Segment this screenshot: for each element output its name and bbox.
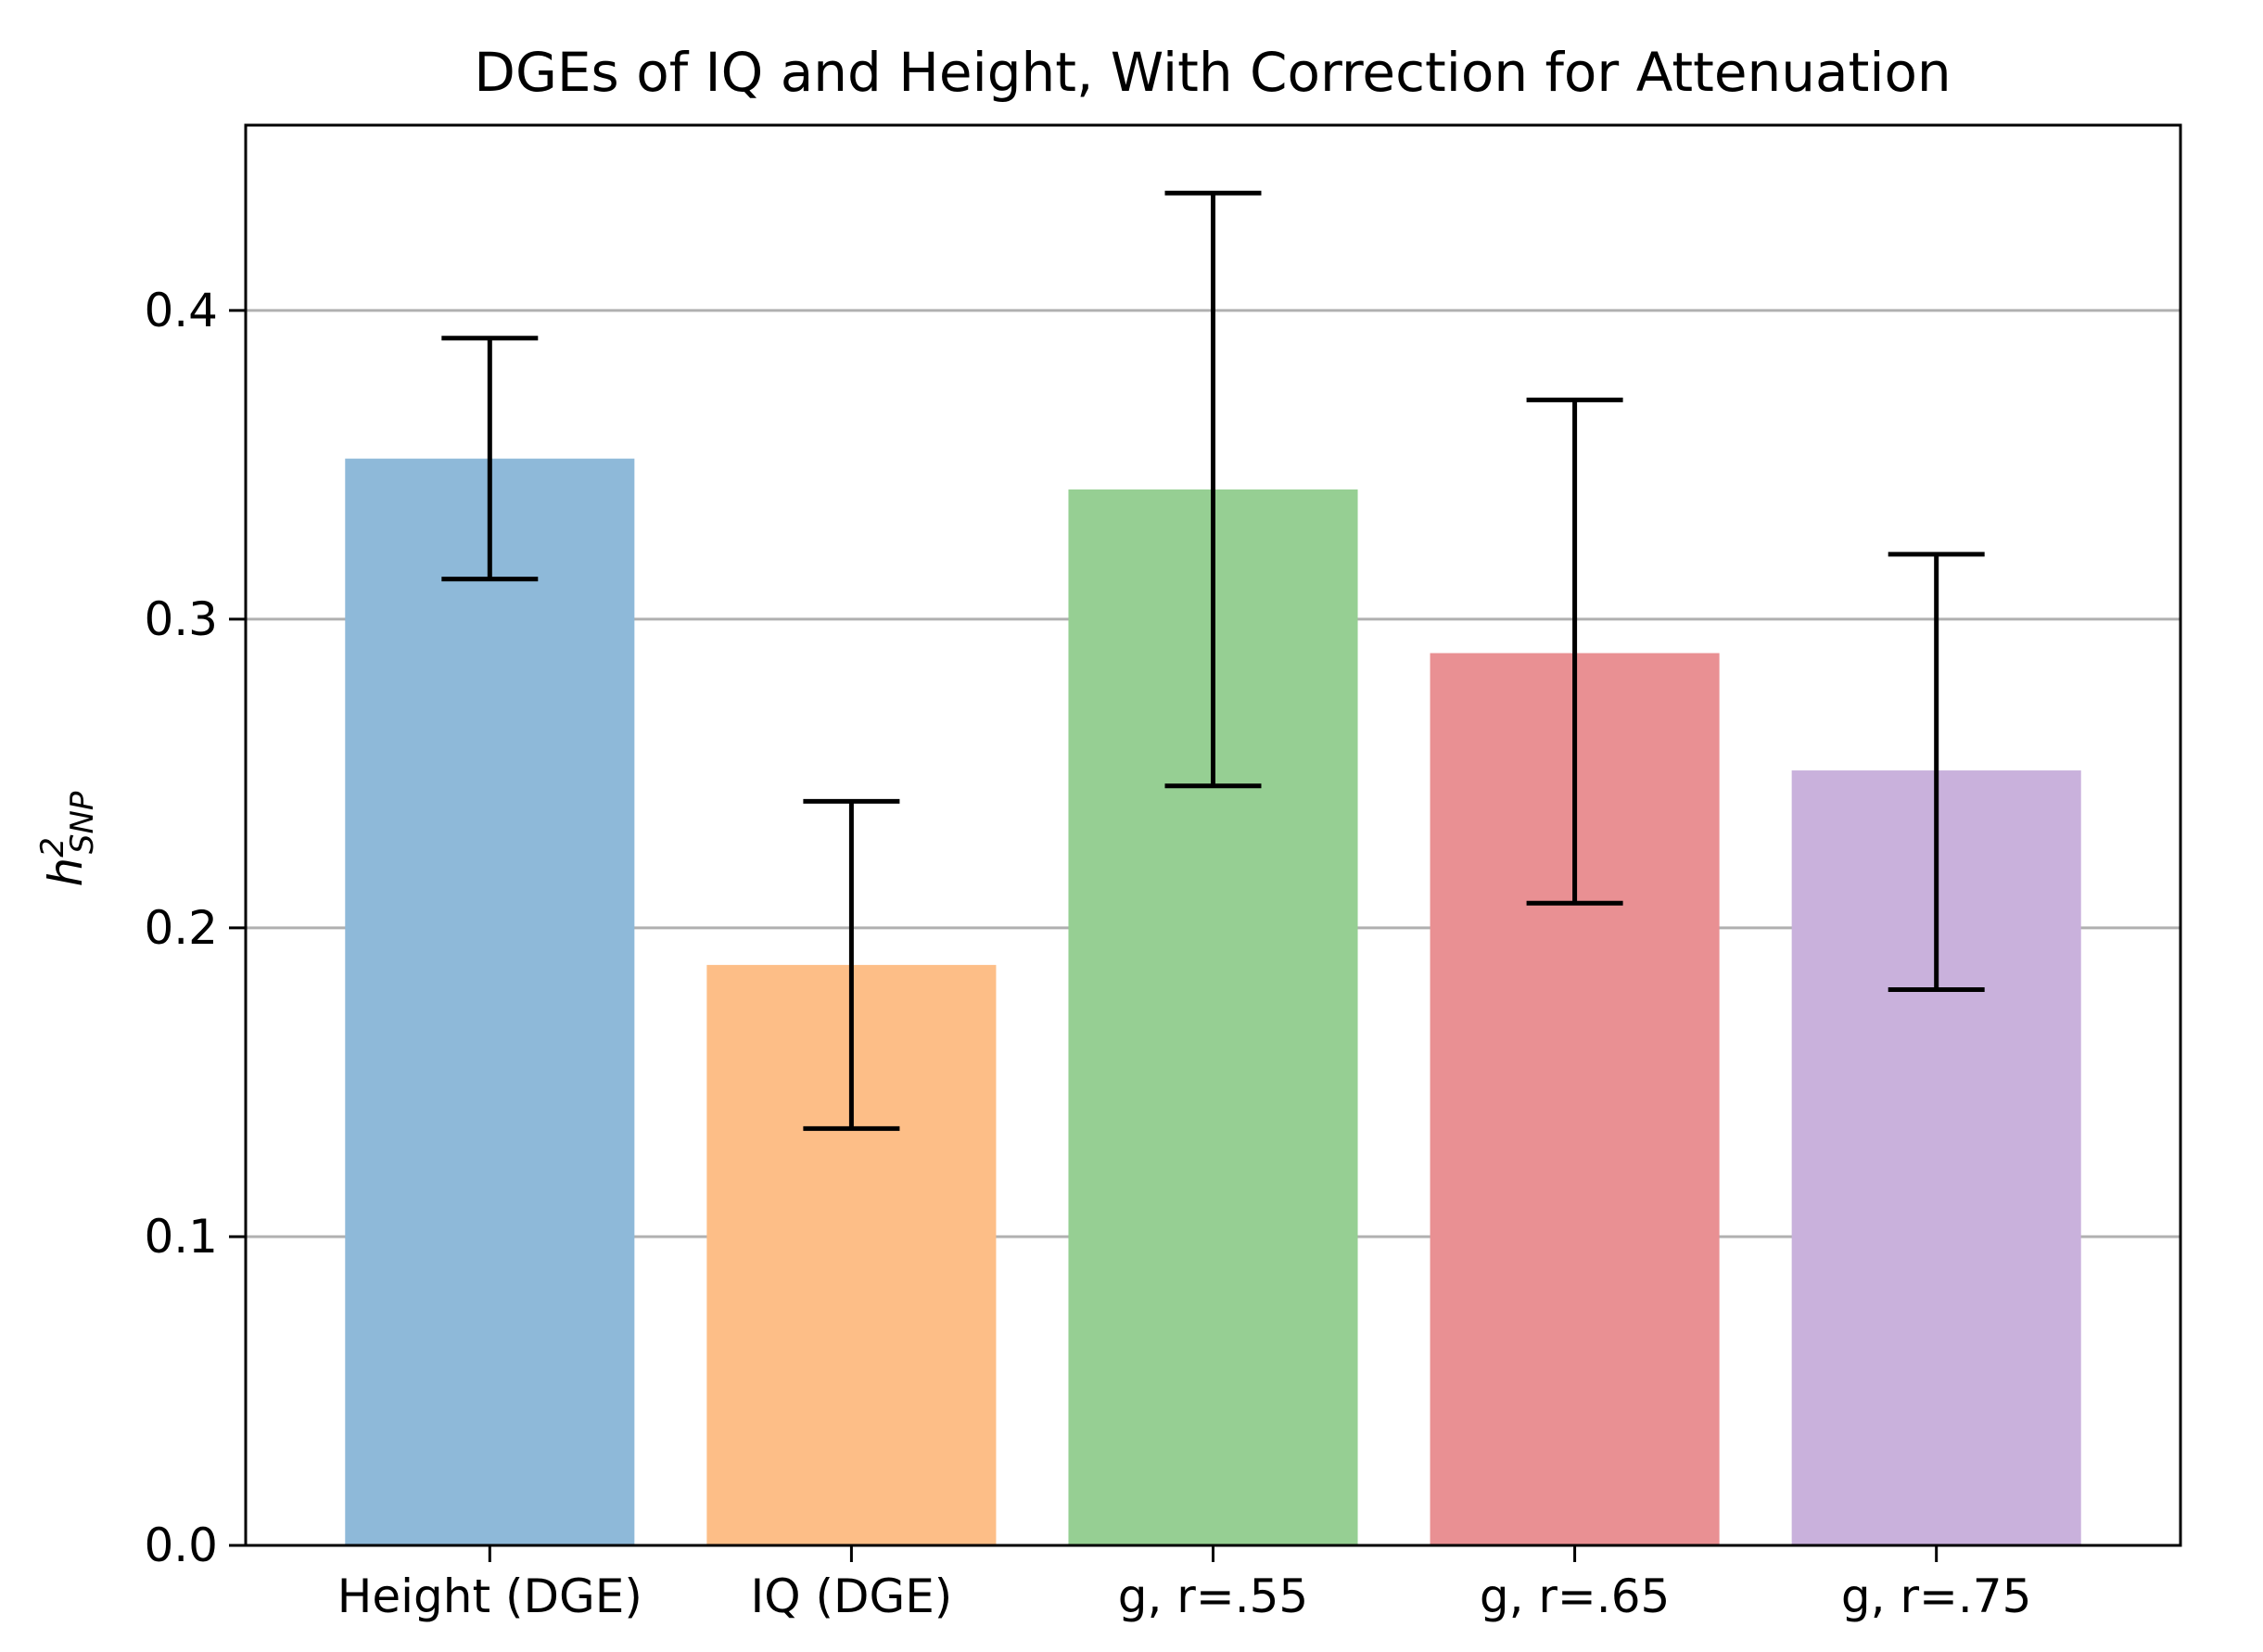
chart-title: DGEs of IQ and Height, With Correction f… (474, 41, 1951, 104)
y-tick-label: 0.2 (144, 901, 218, 955)
y-axis: 0.0 0.1 0.2 0.3 0.4 (144, 284, 246, 1572)
y-tick-label: 0.1 (144, 1210, 218, 1264)
x-tick-label: g, r=.75 (1841, 1569, 2032, 1623)
y-axis-label-base: h (39, 858, 93, 887)
y-tick-label: 0.3 (144, 592, 218, 646)
error-bars (441, 190, 1985, 1131)
y-axis-label: h2SNP (34, 791, 101, 886)
x-tick-label: IQ (DGE) (750, 1569, 952, 1623)
x-tick-label: g, r=.65 (1480, 1569, 1671, 1623)
x-tick-label: g, r=.55 (1118, 1569, 1309, 1623)
y-axis-label-sub: SNP (64, 791, 101, 854)
x-tick-label: Height (DGE) (337, 1569, 642, 1623)
x-axis: Height (DGE) IQ (DGE) g, r=.55 g, r=.65 g, r… (337, 1545, 2032, 1623)
y-tick-label: 0.0 (144, 1519, 218, 1572)
y-tick-label: 0.4 (144, 284, 218, 337)
y-axis-label-sup: 2 (34, 837, 71, 858)
bar (345, 458, 635, 1545)
